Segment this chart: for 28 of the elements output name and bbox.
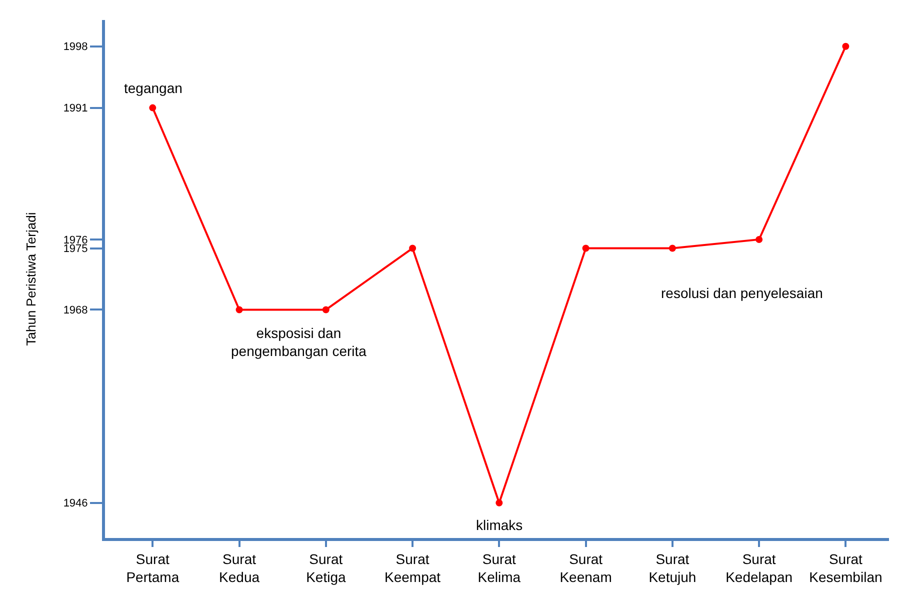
x-tick-label: Surat Keempat <box>384 550 441 585</box>
y-tick-label: 1991 <box>63 102 88 115</box>
point <box>582 244 590 252</box>
x-tick-label: Surat Kelima <box>478 550 521 585</box>
point <box>236 306 243 314</box>
point <box>149 104 156 112</box>
x-tick-label: Surat Keenam <box>560 550 612 585</box>
point <box>496 499 503 506</box>
annotation: klimaks <box>476 517 523 533</box>
x-tick-label: Surat Kedelapan <box>726 550 793 585</box>
y-tick-label: 1968 <box>63 304 88 317</box>
point <box>842 42 850 50</box>
point <box>409 244 416 252</box>
y-tick-label: 1975 <box>63 243 88 256</box>
point <box>668 244 676 252</box>
annotation: resolusi dan penyelesaian <box>661 285 823 301</box>
annotation: eksposisi dan pengembangan cerita <box>231 325 367 360</box>
x-tick-label: Surat Kesembilan <box>809 550 882 585</box>
y-tick-label: 1998 <box>63 41 88 54</box>
x-tick-label: Surat Ketujuh <box>648 550 696 585</box>
point <box>322 306 330 314</box>
x-tick-label: Surat Kedua <box>219 550 260 585</box>
point <box>756 236 763 243</box>
x-tick-label: Surat Ketiga <box>306 550 346 585</box>
x-tick-label: Surat Pertama <box>126 550 180 585</box>
y-axis-title: Tahun Peristiwa Terjadi <box>23 212 38 346</box>
annotation: tegangan <box>124 80 182 96</box>
y-tick-label: 1946 <box>63 498 88 510</box>
